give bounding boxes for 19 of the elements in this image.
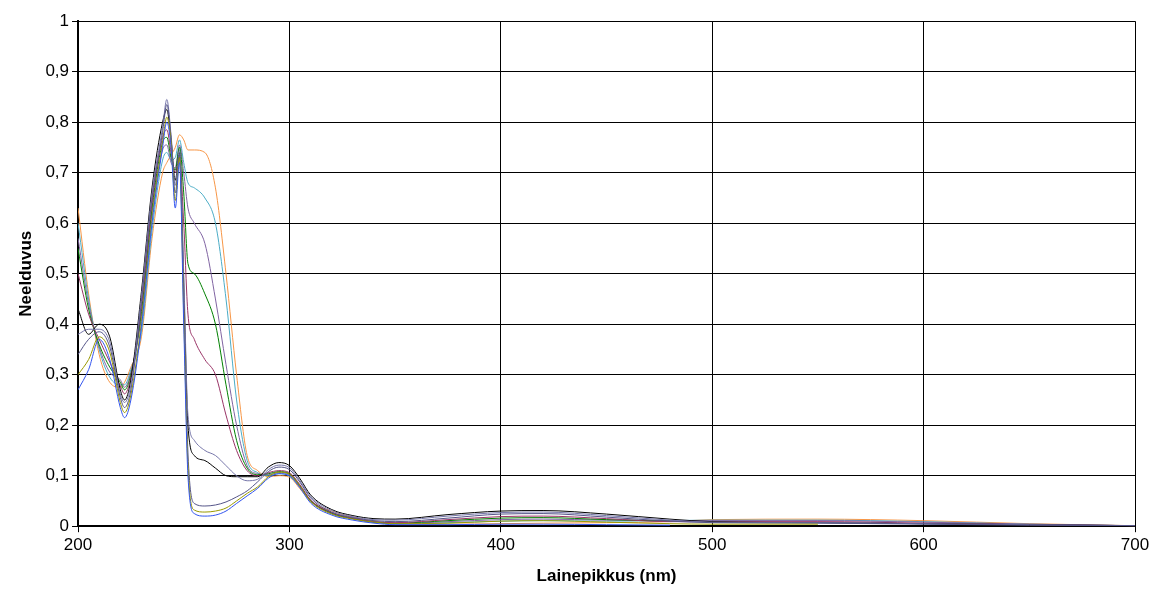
x-tick-label: 600 <box>909 535 938 555</box>
x-axis-title: Lainepikkus (nm) <box>536 566 677 586</box>
y-tick-label: 0,1 <box>45 465 70 485</box>
y-tick-label: 0,9 <box>45 61 70 81</box>
y-tick-label: 0,8 <box>45 111 70 131</box>
y-tick-label: 0,4 <box>45 313 70 333</box>
x-tick-label: 400 <box>486 535 516 555</box>
x-tick-label: 200 <box>63 535 93 555</box>
x-tick-label: 700 <box>1120 535 1150 555</box>
y-tick-label: 0,2 <box>45 414 70 434</box>
y-tick-label: 0,6 <box>45 212 70 232</box>
y-tick-label: 0,3 <box>45 364 70 384</box>
y-tick-label: 0,5 <box>45 263 70 283</box>
y-axis-title: Neelduvus <box>15 230 35 317</box>
x-tick-label: 500 <box>698 535 727 555</box>
y-tick-label: 0 <box>59 515 70 535</box>
y-tick-label: 1 <box>59 10 70 30</box>
y-tick-label: 0,7 <box>45 162 70 182</box>
x-tick-label: 300 <box>275 535 304 555</box>
